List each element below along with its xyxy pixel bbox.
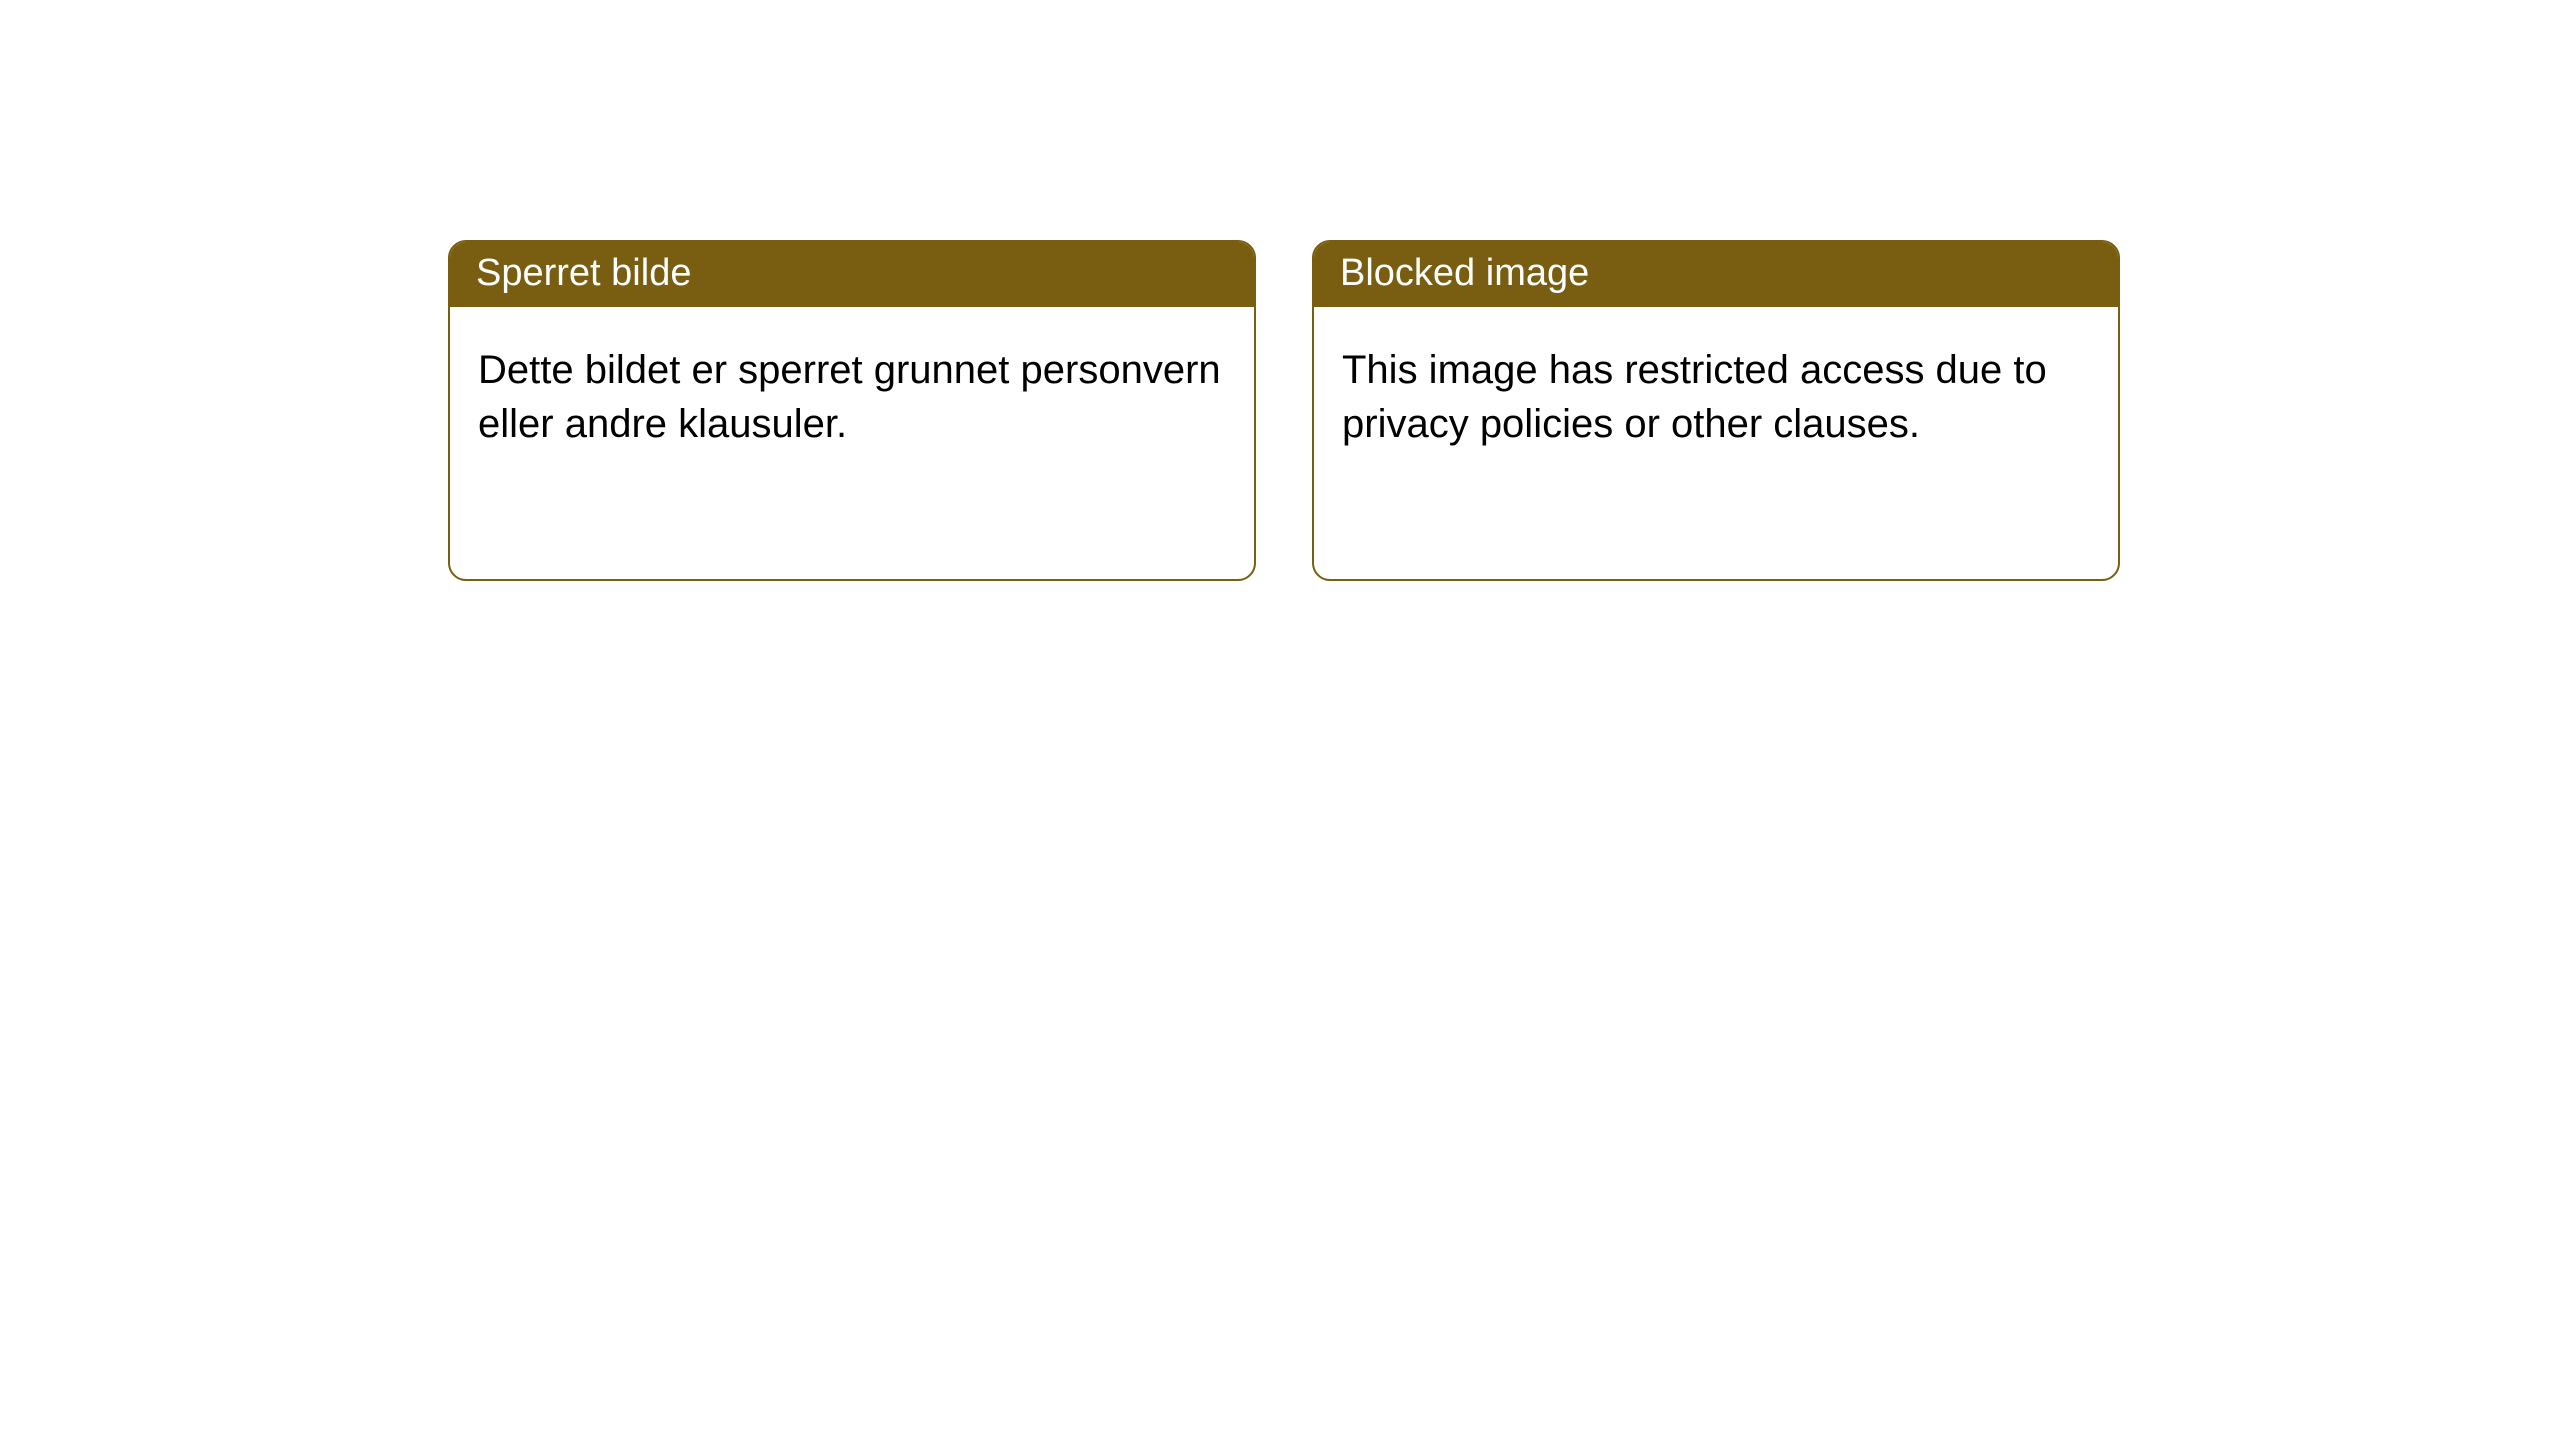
notice-container: Sperret bilde Dette bildet er sperret gr… — [0, 0, 2560, 581]
notice-card-norwegian: Sperret bilde Dette bildet er sperret gr… — [448, 240, 1256, 581]
notice-body-english: This image has restricted access due to … — [1314, 307, 2118, 579]
notice-title-english: Blocked image — [1314, 242, 2118, 307]
notice-card-english: Blocked image This image has restricted … — [1312, 240, 2120, 581]
notice-body-norwegian: Dette bildet er sperret grunnet personve… — [450, 307, 1254, 579]
notice-title-norwegian: Sperret bilde — [450, 242, 1254, 307]
